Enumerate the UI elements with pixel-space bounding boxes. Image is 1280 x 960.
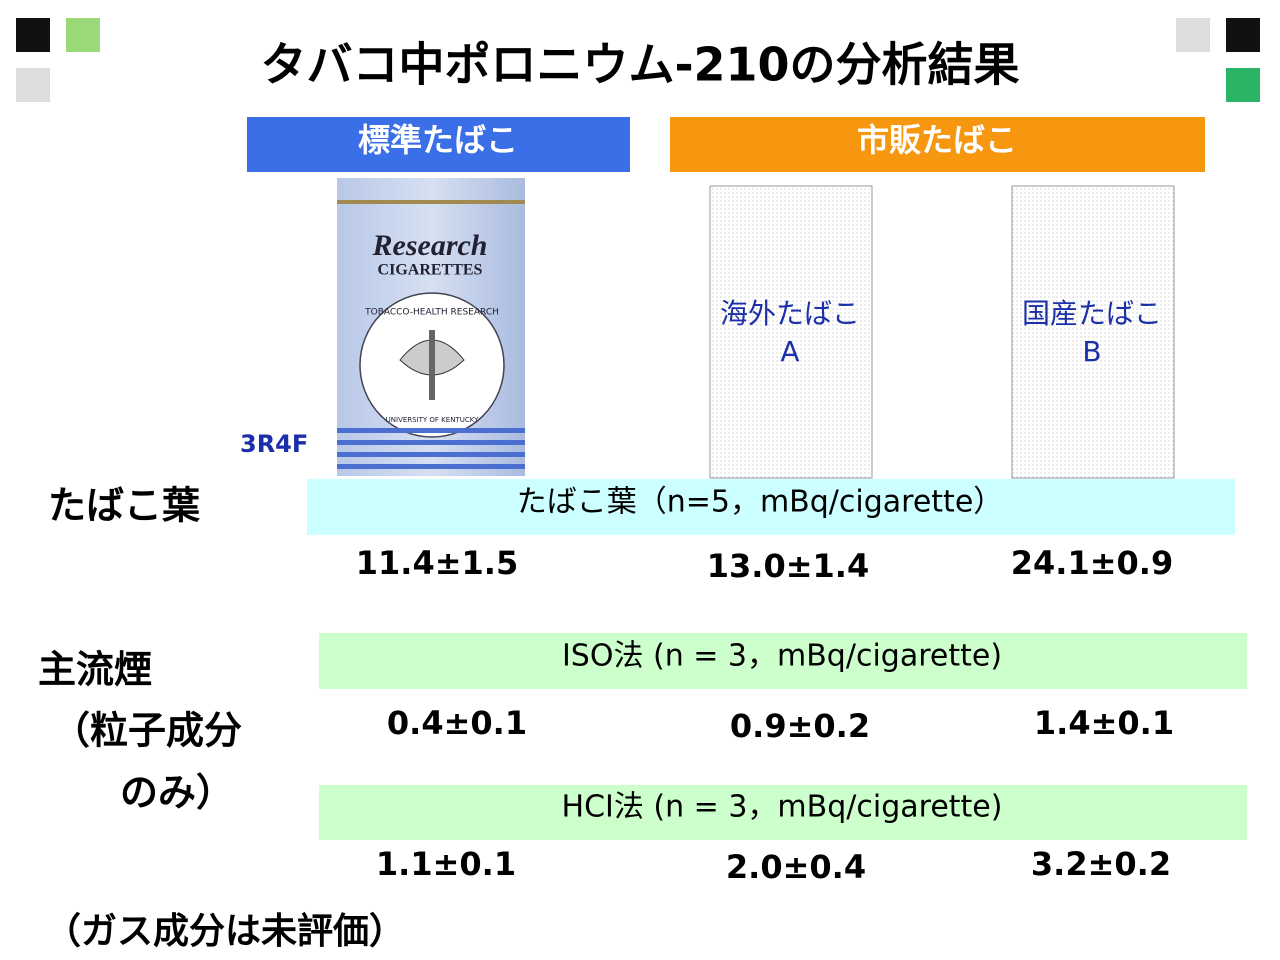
band <box>319 633 1247 689</box>
row-label: のみ） <box>120 771 234 815</box>
product-label: A <box>780 335 799 368</box>
pack-text: Research <box>372 229 488 262</box>
group-label: 市販たばこ <box>857 121 1017 159</box>
value: 1.1±0.1 <box>376 845 516 883</box>
group-header <box>247 117 630 172</box>
band-label: ISO法 (n = 3，mBq/cigarette) <box>562 639 1002 674</box>
value: 3.2±0.2 <box>1031 845 1171 883</box>
title: タバコ中ポロニウム-210の分析結果 <box>260 38 1019 92</box>
product-label: B <box>1082 335 1101 368</box>
value: 0.9±0.2 <box>730 707 870 745</box>
value: 0.4±0.1 <box>387 704 527 742</box>
value: 2.0±0.4 <box>726 848 866 886</box>
pack-image: Research CIGARETTES TOBACCO-HEALTH RESEA… <box>337 178 525 476</box>
sample-label: 3R4F <box>240 430 308 458</box>
band <box>307 479 1235 535</box>
value: 13.0±1.4 <box>707 547 869 585</box>
pack-text: CIGARETTES <box>378 262 483 279</box>
product-label: 海外たばこ <box>720 297 860 330</box>
note: （ガス成分は未評価） <box>45 911 405 952</box>
value: 11.4±1.5 <box>356 544 518 582</box>
pack-text: TOBACCO-HEALTH RESEARCH <box>364 308 499 318</box>
row-label: 主流煙 <box>38 648 152 692</box>
row-label: （粒子成分 <box>52 709 242 753</box>
corner-squares <box>16 18 1260 102</box>
pack-text: UNIVERSITY OF KENTUCKY <box>386 416 479 424</box>
product-placeholder <box>709 185 873 479</box>
group-header <box>670 117 1205 172</box>
band-label: HCI法 (n = 3，mBq/cigarette) <box>562 790 1003 825</box>
value: 1.4±0.1 <box>1034 704 1174 742</box>
band <box>319 785 1247 840</box>
band-label: たばこ葉（n=5，mBq/cigarette） <box>517 485 1004 520</box>
value: 24.1±0.9 <box>1011 544 1173 582</box>
group-label: 標準たばこ <box>358 121 518 159</box>
product-placeholder <box>1011 185 1175 479</box>
product-label: 国産たばこ <box>1022 297 1162 330</box>
row-label: たばこ葉 <box>48 484 201 528</box>
